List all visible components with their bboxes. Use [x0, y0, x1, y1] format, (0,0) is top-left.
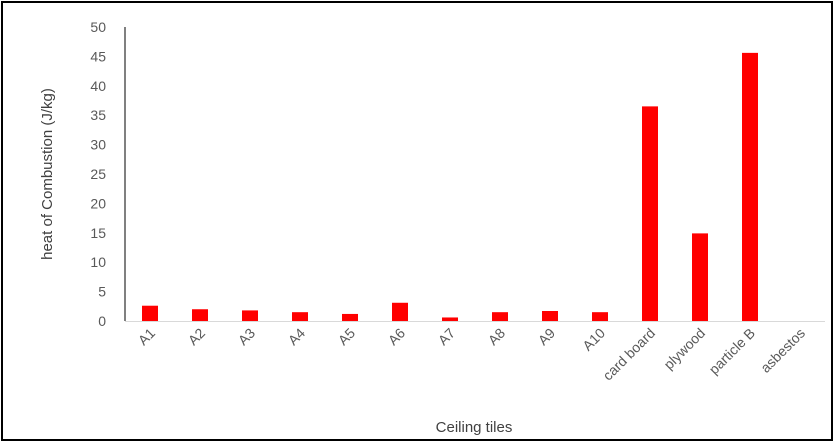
bar [342, 313, 358, 321]
y-tick-label: 5 [98, 284, 106, 300]
y-tick-label: 10 [90, 254, 106, 270]
x-tick-label: A4 [285, 325, 309, 349]
x-tick-label: plywood [660, 325, 708, 373]
bar [142, 305, 158, 321]
y-axis-title: heat of Combustion (J/kg) [39, 88, 56, 260]
y-tick-labels: 0 5 10 15 20 25 30 35 40 45 50 [90, 19, 106, 329]
bar [492, 312, 508, 321]
bars [142, 52, 758, 321]
bar [392, 302, 408, 321]
y-tick-label: 35 [90, 107, 106, 123]
x-tick-label: A10 [579, 325, 608, 354]
bar [442, 317, 458, 321]
bar [642, 106, 658, 321]
y-tick-label: 15 [90, 225, 106, 241]
bar [692, 233, 708, 321]
y-tick-label: 20 [90, 195, 106, 211]
x-tick-label: asbestos [757, 325, 808, 376]
x-tick-label: A9 [535, 325, 559, 349]
x-tick-label: A5 [335, 325, 359, 349]
x-tick-label: A8 [485, 325, 509, 349]
x-axis-title: Ceiling tiles [436, 419, 513, 436]
y-tick-label: 45 [90, 48, 106, 64]
bar [542, 311, 558, 321]
x-tick-label: card board [599, 325, 658, 384]
x-tick-label: A1 [135, 325, 159, 349]
y-tick-label: 50 [90, 19, 106, 35]
x-tick-label: A3 [235, 325, 259, 349]
y-tick-label: 30 [90, 137, 106, 153]
bar [742, 52, 758, 321]
chart-frame [1, 1, 833, 441]
bar [292, 312, 308, 321]
bar [242, 310, 258, 321]
y-tick-label: 0 [98, 313, 106, 329]
x-tick-label: A6 [385, 325, 409, 349]
x-tick-label: A2 [185, 325, 209, 349]
x-tick-label: A7 [435, 325, 459, 349]
bar [192, 309, 208, 321]
y-tick-label: 25 [90, 166, 106, 182]
y-tick-label: 40 [90, 78, 106, 94]
bar [592, 312, 608, 321]
x-tick-label: particle B [706, 325, 759, 378]
